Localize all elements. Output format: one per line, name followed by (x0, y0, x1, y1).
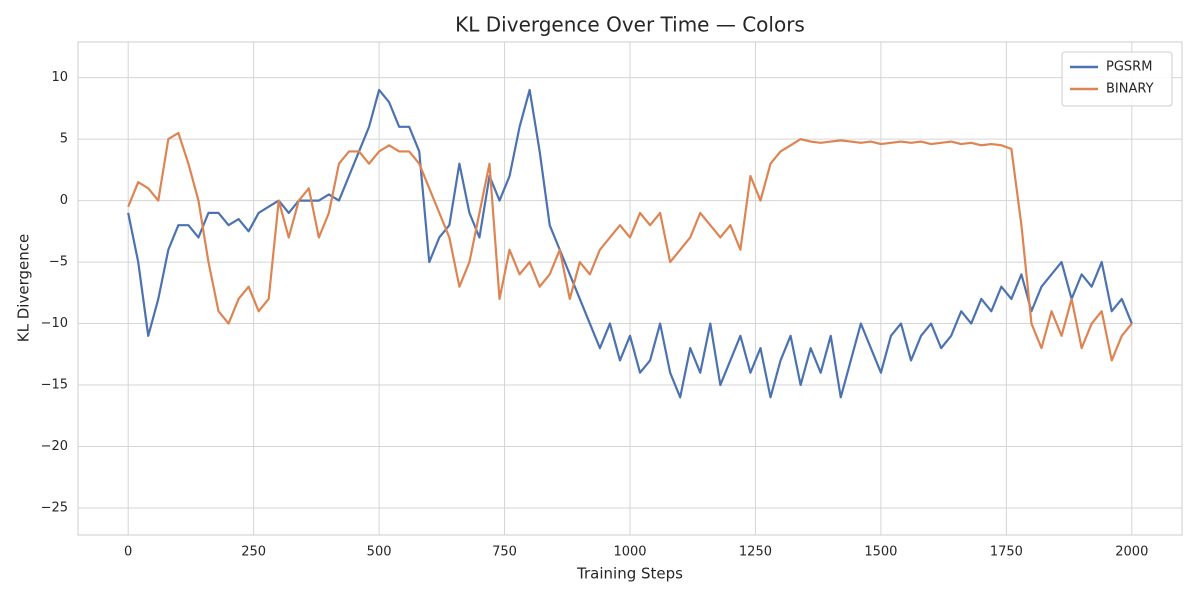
x-tick-label: 1500 (864, 545, 897, 560)
y-tick-label: −25 (41, 500, 68, 515)
data-line (127, 88, 1133, 399)
plot-frame (77, 41, 1183, 536)
legend-label: PGSRM (1106, 60, 1152, 75)
y-axis-label: KL Divergence (15, 234, 33, 342)
x-tick-label: 500 (367, 545, 392, 560)
data-line (127, 131, 1133, 362)
legend-box (1061, 51, 1173, 107)
x-tick-label: 0 (124, 545, 132, 560)
y-tick-label: 10 (51, 70, 68, 85)
legend: PGSRM BINARY (1061, 51, 1173, 107)
y-tick-label: −10 (41, 316, 68, 331)
legend-label: BINARY (1106, 82, 1154, 97)
x-tick-label: 1750 (990, 545, 1023, 560)
x-tick-label: 2000 (1115, 545, 1148, 560)
chart-title: KL Divergence Over Time — Colors (455, 13, 805, 37)
x-tick-label: 750 (492, 545, 517, 560)
x-tick-label: 1250 (739, 545, 772, 560)
y-tick-label: −15 (41, 378, 68, 393)
y-tick-label: 0 (60, 193, 68, 208)
x-tick-label: 250 (241, 545, 266, 560)
y-tick-label: −5 (49, 255, 68, 270)
x-axis-label: Training Steps (576, 565, 683, 583)
y-tick-label: −20 (41, 439, 68, 454)
x-tick-label: 1000 (613, 545, 646, 560)
y-tick-label: 5 (60, 132, 68, 147)
